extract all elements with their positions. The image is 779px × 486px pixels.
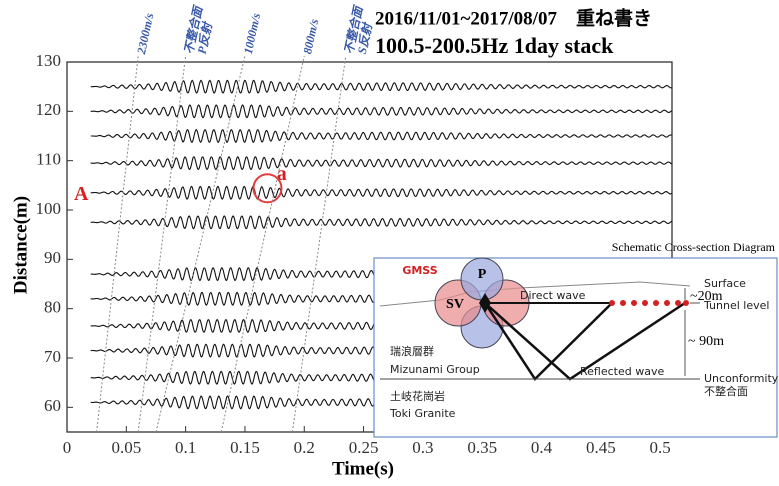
trace <box>90 156 673 171</box>
y-tick-label: 90 <box>44 248 61 267</box>
inset-label: Mizunami Group <box>390 363 480 376</box>
x-tick-label: 0.05 <box>111 438 141 457</box>
velocity-line <box>291 55 347 433</box>
y-tick-label: 120 <box>36 100 62 119</box>
inset-label: ~20m <box>690 289 723 304</box>
trace <box>90 79 673 94</box>
highlight-circle <box>252 173 283 204</box>
x-tick-label: 0.25 <box>349 438 379 457</box>
chart-subtitle: 100.5-200.5Hz 1day stack <box>375 33 614 58</box>
x-tick-label: 0.4 <box>531 438 553 457</box>
annotation: a <box>277 163 287 185</box>
velocity-label: 2300m/s <box>134 12 157 57</box>
x-tick-label: 0.5 <box>650 438 671 457</box>
velocity-line <box>96 55 139 433</box>
x-tick-label: 0.35 <box>467 438 497 457</box>
x-tick-label: 0.2 <box>294 438 315 457</box>
x-tick-label: 0.3 <box>412 438 433 457</box>
x-tick-label: 0 <box>63 438 72 457</box>
inset-label: Surface <box>704 277 746 290</box>
y-tick-label: 110 <box>36 150 61 169</box>
y-tick-label: 130 <box>36 51 62 70</box>
y-tick-label: 100 <box>36 199 62 218</box>
x-axis-label: Time(s) <box>332 458 394 479</box>
annotation: A <box>74 183 89 205</box>
velocity-line <box>155 55 246 433</box>
trace <box>90 185 673 200</box>
trace <box>90 128 673 144</box>
inset-label: Toki Granite <box>389 407 456 420</box>
trace <box>90 104 673 119</box>
x-tick-label: 0.45 <box>586 438 616 457</box>
inset-label: 瑞浪層群 <box>390 344 434 358</box>
inset-label: 土岐花崗岩 <box>390 389 445 403</box>
velocity-label: S反射 <box>355 20 375 55</box>
trace <box>90 215 673 230</box>
velocity-label: P反射 <box>195 20 216 56</box>
velocity-label: 800m/s <box>300 17 321 55</box>
inset-label: Direct wave <box>520 289 586 302</box>
velocity-line <box>220 55 305 433</box>
inset-label: GMSS <box>402 264 437 277</box>
receivers <box>609 300 689 306</box>
x-tick-label: 0.1 <box>175 438 196 457</box>
inset-label: Unconformity <box>704 372 779 385</box>
y-tick-label: 80 <box>44 298 61 317</box>
inset-label: 不整合面 <box>704 384 748 398</box>
velocity-line <box>137 55 187 433</box>
inset-label: Tunnel level <box>703 299 769 312</box>
inset-label: ~ 90m <box>688 334 724 349</box>
y-tick-label: 60 <box>44 396 61 415</box>
chart-title: 2016/11/01~2017/08/07 重ね書き <box>375 7 652 29</box>
inset-diagram: Schematic Cross-section Diagram GMSS P S… <box>373 240 779 438</box>
inset-label: SV <box>446 297 464 312</box>
y-axis-label: Distance(m) <box>10 196 31 294</box>
x-tick-label: 0.15 <box>230 438 260 457</box>
inset-label: P <box>478 267 487 282</box>
inset-title: Schematic Cross-section Diagram <box>612 240 776 254</box>
inset-label: Reflected wave <box>580 365 664 378</box>
y-tick-label: 70 <box>44 347 61 366</box>
velocity-label: 1000m/s <box>241 12 263 56</box>
plot-frame <box>66 61 673 433</box>
